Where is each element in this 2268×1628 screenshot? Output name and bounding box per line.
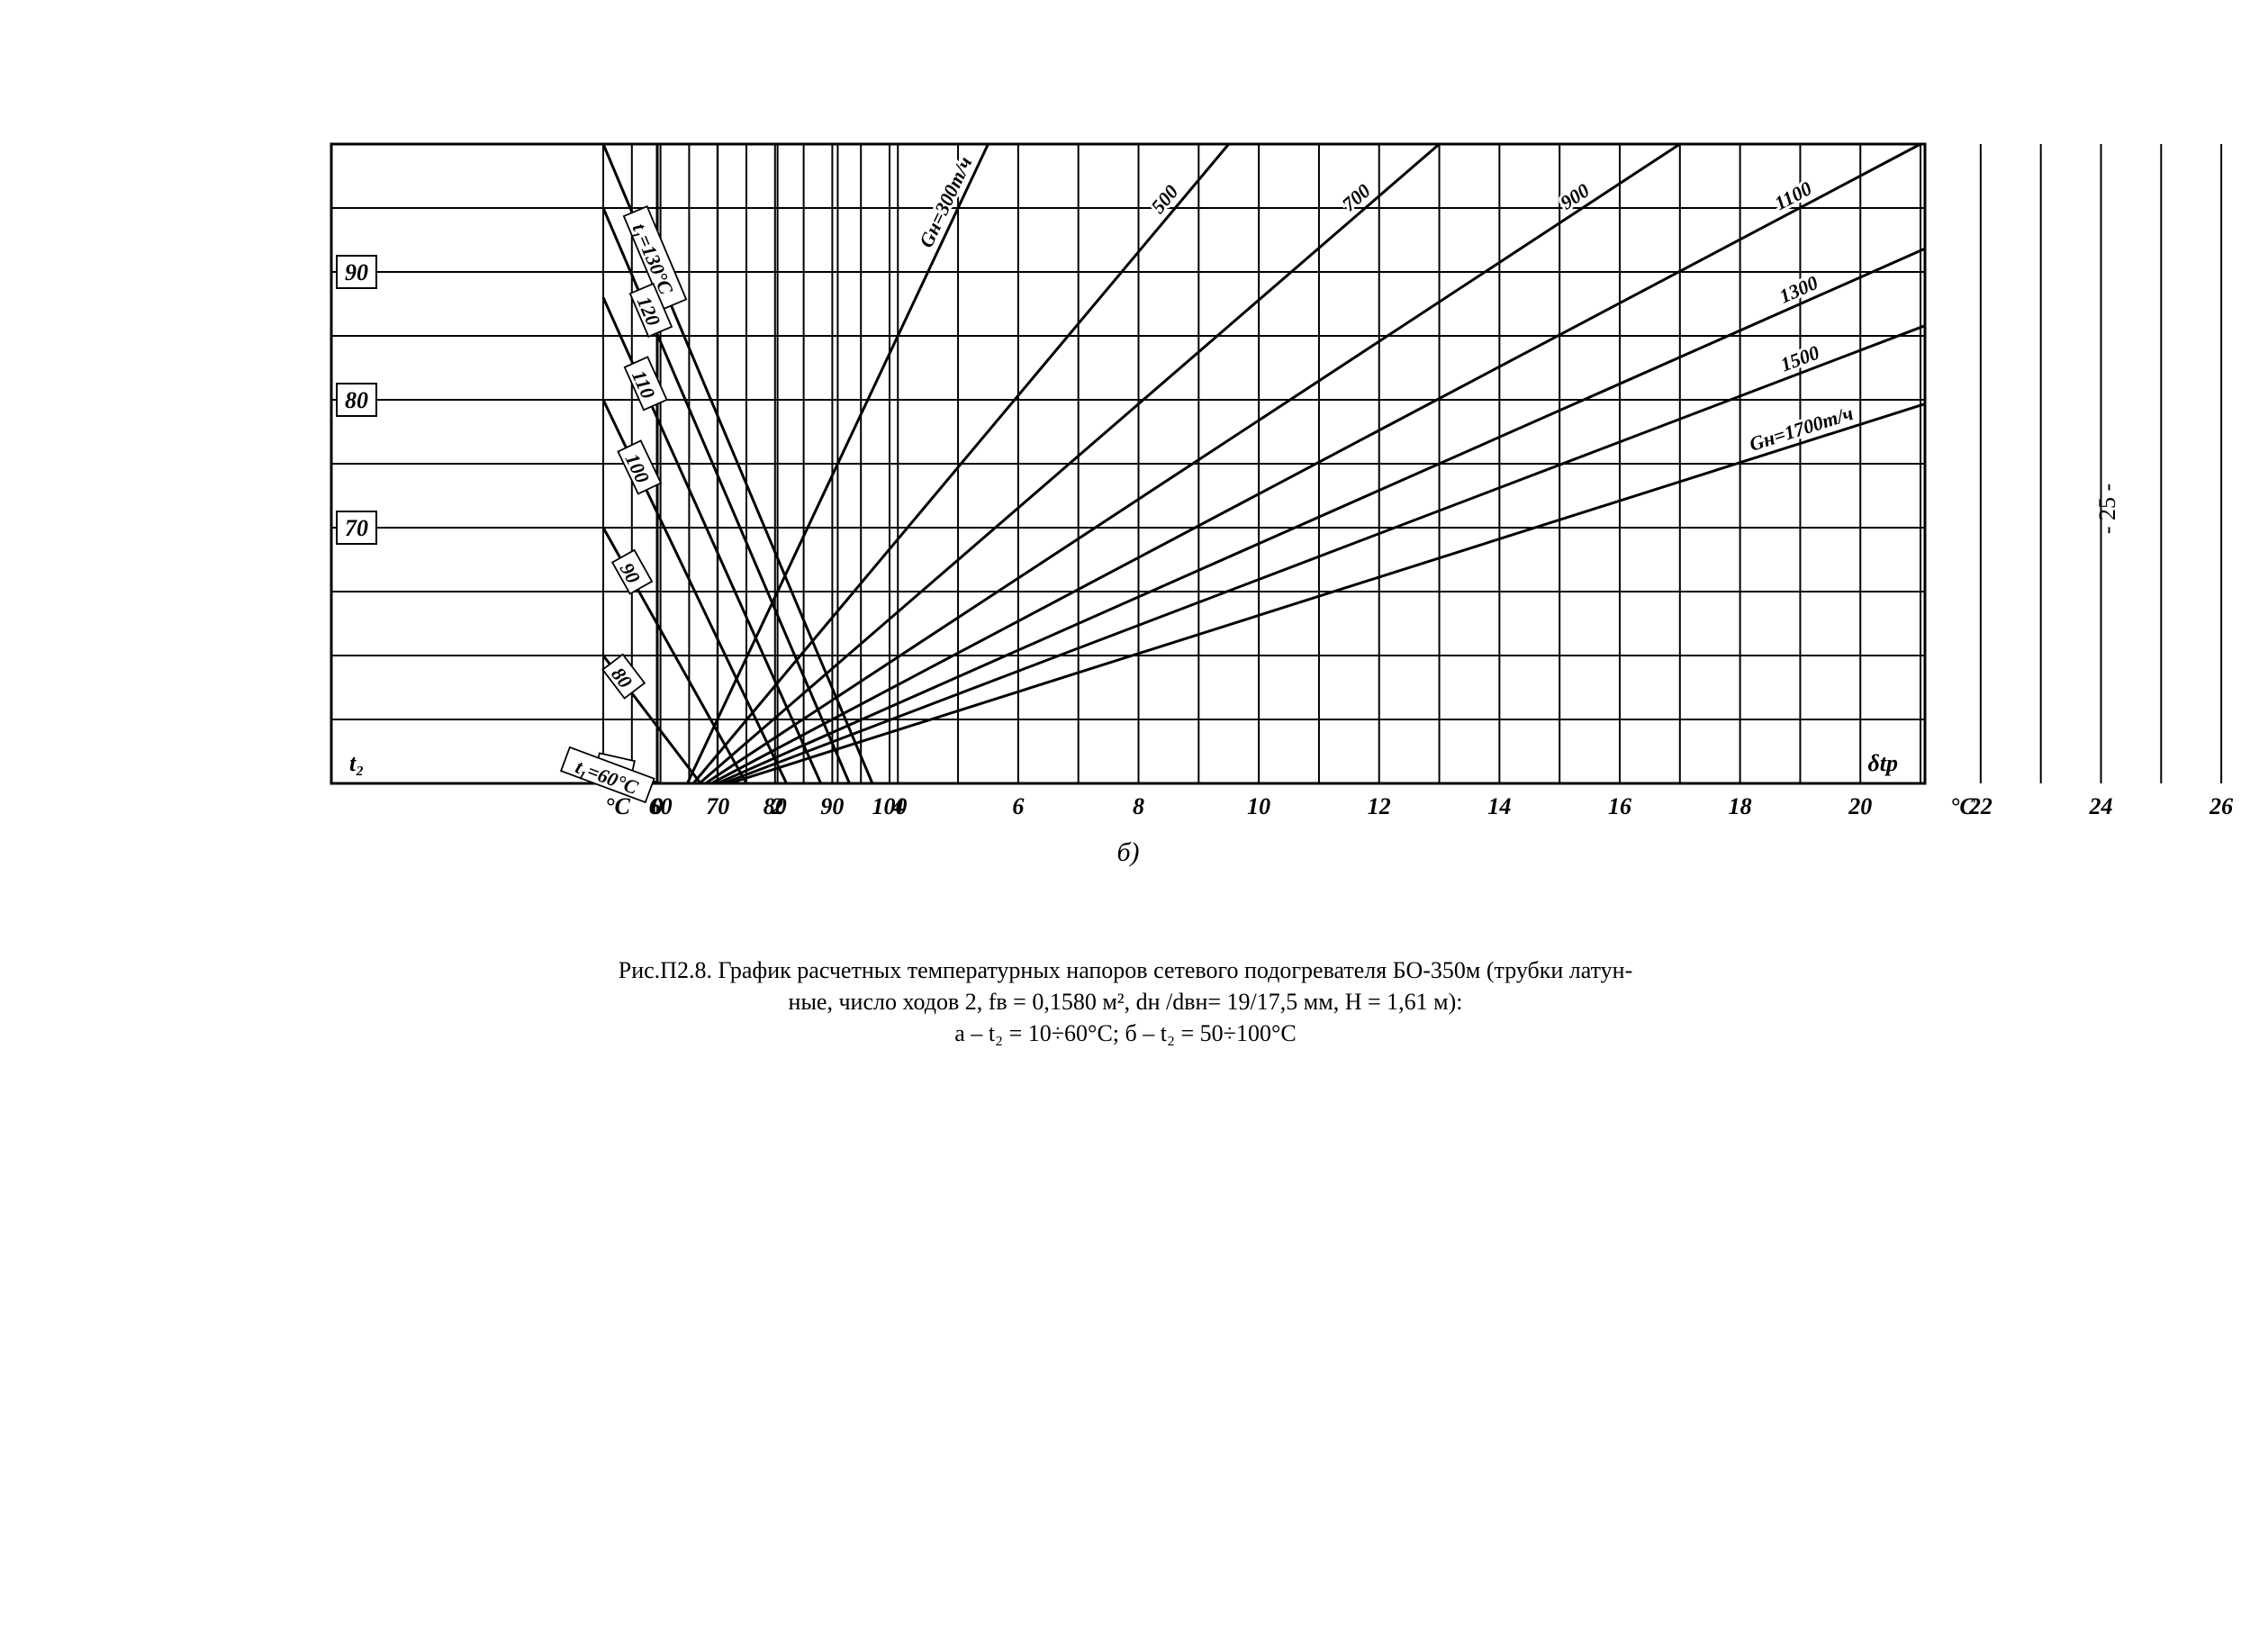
g-curve	[729, 404, 1925, 783]
svg-text:°С: °С	[605, 793, 630, 819]
svg-text:8: 8	[1133, 793, 1144, 819]
svg-text:700: 700	[1338, 179, 1375, 215]
subfigure-label: б)	[1116, 837, 1139, 867]
svg-text:t₂: t₂	[349, 750, 364, 776]
svg-text:18: 18	[1729, 793, 1752, 819]
caption-line-2: ные, число ходов 2, fв = 0,1580 м², dн /…	[324, 986, 1927, 1018]
figure-caption: Рис.П2.8. График расчетных температурных…	[324, 954, 1927, 1049]
svg-text:4: 4	[891, 793, 904, 819]
svg-text:24: 24	[2089, 793, 2113, 819]
svg-text:80: 80	[345, 387, 368, 413]
caption-line-3: а – t₂ = 10÷60°С; б – t₂ = 50÷100°С	[324, 1018, 1927, 1049]
svg-text:90: 90	[345, 259, 368, 285]
svg-text:10: 10	[1247, 793, 1270, 819]
page-number: - 25 -	[2094, 484, 2121, 534]
svg-text:20: 20	[1848, 793, 1872, 819]
svg-text:6: 6	[1012, 793, 1024, 819]
caption-line-1: Рис.П2.8. График расчетных температурных…	[324, 954, 1927, 986]
svg-text:°С: °С	[1950, 793, 1975, 819]
svg-text:14: 14	[1487, 793, 1511, 819]
svg-text:δtр: δtр	[1867, 750, 1898, 776]
svg-text:90: 90	[820, 793, 844, 819]
svg-text:2: 2	[771, 793, 783, 819]
svg-text:500: 500	[1146, 180, 1182, 217]
svg-text:0: 0	[652, 793, 664, 819]
svg-text:12: 12	[1368, 793, 1391, 819]
svg-text:1100: 1100	[1771, 176, 1816, 214]
svg-text:1300: 1300	[1776, 271, 1821, 308]
svg-text:70: 70	[706, 793, 729, 819]
svg-text:70: 70	[345, 515, 368, 541]
svg-text:Gн=1700т/ч: Gн=1700т/ч	[1747, 402, 1856, 456]
svg-text:26: 26	[2209, 793, 2233, 819]
g-curve	[723, 326, 1925, 783]
nomograph-chart: °С60708090100024681012141618202224262830…	[0, 0, 2268, 900]
svg-text:16: 16	[1608, 793, 1631, 819]
